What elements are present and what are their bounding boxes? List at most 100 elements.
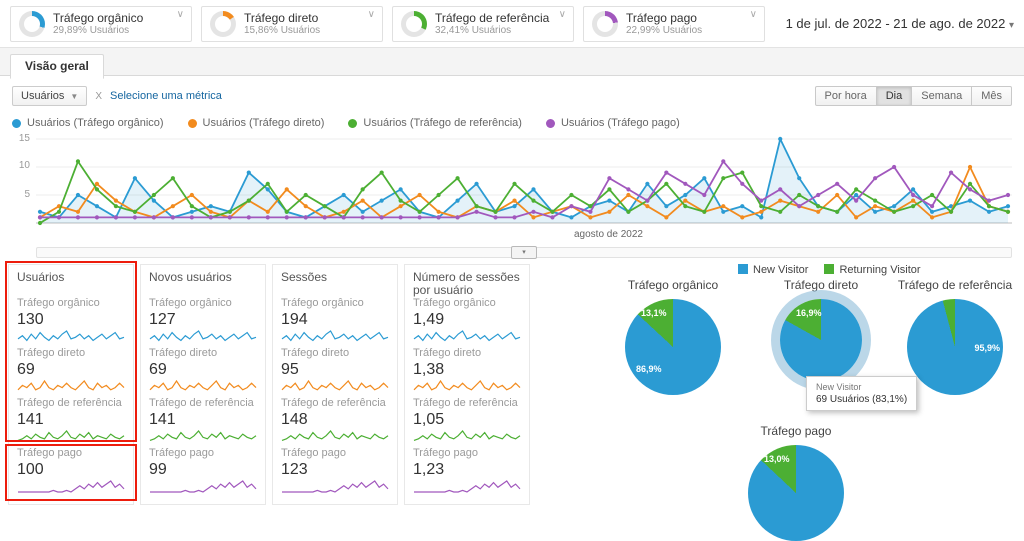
- summary-section: Usuários Tráfego orgânico 130 Tráfego di…: [0, 258, 1024, 541]
- pie-block-referral: Tráfego de referência 95,9%: [890, 278, 1020, 395]
- scrollbar-handle[interactable]: ▾: [511, 246, 537, 259]
- metric-row-value: 99: [149, 461, 167, 478]
- metric-row[interactable]: Tráfego orgânico 194: [281, 297, 389, 344]
- pie-tooltip: New Visitor 69 Usuários (83,1%): [806, 376, 918, 411]
- legend-item-paid[interactable]: Usuários (Tráfego pago): [545, 117, 680, 129]
- metric-row[interactable]: Tráfego direto 1,38: [413, 347, 521, 394]
- segment-card-paid[interactable]: Tráfego pago 22,99% Usuários ∨: [583, 5, 765, 42]
- granularity-week-button[interactable]: Semana: [912, 86, 973, 106]
- timeseries-chart[interactable]: 15 10 5 agosto de 2022: [12, 133, 1012, 243]
- overview-panel: Usuários ▼ X Selecione uma métrica Por h…: [0, 76, 1024, 259]
- metric-row[interactable]: Tráfego de referência 1,05: [413, 397, 521, 444]
- tab-bar: Visão geral: [0, 48, 1024, 79]
- legend-label: Usuários (Tráfego de referência): [363, 117, 522, 129]
- metric-row[interactable]: Tráfego direto 69: [17, 347, 125, 394]
- chart-scrollbar[interactable]: ▾: [36, 246, 1012, 259]
- metric-row[interactable]: Tráfego pago 100: [17, 447, 125, 494]
- metric-row[interactable]: Tráfego de referência 141: [149, 397, 257, 444]
- granularity-month-button[interactable]: Mês: [972, 86, 1012, 106]
- tooltip-title: New Visitor: [816, 382, 862, 392]
- chevron-down-icon[interactable]: ∨: [558, 8, 566, 20]
- date-range-picker[interactable]: 1 de jul. de 2022 - 21 de ago. de 2022 ▾: [786, 16, 1014, 31]
- vs-label: X: [95, 90, 102, 102]
- metric-row-value: 1,05: [413, 411, 445, 428]
- legend-item-new-visitor[interactable]: New Visitor: [738, 264, 808, 276]
- sparkline: [413, 430, 521, 441]
- pie-title: Tráfego orgânico: [627, 278, 719, 292]
- sparkline: [413, 379, 521, 391]
- sparkline: [413, 330, 521, 342]
- chevron-down-icon[interactable]: ∨: [367, 8, 375, 20]
- segment-title: Tráfego de referência: [435, 10, 550, 25]
- metric-column-header: Novos usuários: [149, 270, 232, 284]
- metric-column-usuarios: Usuários Tráfego orgânico 130 Tráfego di…: [8, 264, 134, 505]
- metric-row-value: 1,38: [413, 361, 445, 378]
- segment-subtitle: 29,89% Usuários: [53, 24, 130, 36]
- metric-row[interactable]: Tráfego orgânico 127: [149, 297, 257, 344]
- metric-row-label: Tráfego direto: [281, 347, 350, 359]
- metric-row-value: 1,49: [413, 311, 445, 328]
- segment-title: Tráfego pago: [626, 10, 697, 25]
- metric-row-label: Tráfego pago: [17, 447, 83, 459]
- timeseries-svg[interactable]: [36, 133, 1012, 229]
- segment-card-direct[interactable]: Tráfego direto 15,86% Usuários ∨: [201, 5, 383, 42]
- segment-card-referral[interactable]: Tráfego de referência 32,41% Usuários ∨: [392, 5, 574, 42]
- metric-row-value: 69: [17, 361, 35, 378]
- legend-item-direct[interactable]: Usuários (Tráfego direto): [187, 117, 324, 129]
- metric-row-value: 130: [17, 311, 44, 328]
- metric-select[interactable]: Usuários ▼: [12, 86, 88, 106]
- metric-row-value: 123: [281, 461, 308, 478]
- legend-dot-paid-icon: [545, 118, 555, 128]
- pie-slice-label: 86,9%: [636, 364, 662, 374]
- sparkline: [17, 330, 125, 342]
- segment-subtitle: 22,99% Usuários: [626, 24, 703, 36]
- sparkline: [281, 379, 389, 391]
- sparkline: [18, 480, 125, 493]
- pie-chart-referral[interactable]: 95,9%: [907, 299, 1003, 395]
- pie-chart-direct[interactable]: 16,9%: [780, 299, 862, 381]
- metric-row[interactable]: Tráfego orgânico 1,49: [413, 297, 521, 344]
- pie-slice-label: 13,0%: [764, 454, 790, 464]
- metric-row[interactable]: Tráfego direto 95: [281, 347, 389, 394]
- legend-label: Usuários (Tráfego orgânico): [27, 117, 164, 129]
- pie-title: Tráfego de referência: [897, 278, 1013, 292]
- chevron-down-icon[interactable]: ∨: [176, 8, 184, 20]
- metric-row-label: Tráfego pago: [149, 447, 215, 459]
- metric-row[interactable]: Tráfego de referência 148: [281, 397, 389, 444]
- visitor-pies: New Visitor Returning Visitor Tráfego or…: [538, 264, 1016, 541]
- chevron-down-icon[interactable]: ∨: [749, 8, 757, 20]
- granularity-day-button[interactable]: Dia: [876, 86, 913, 106]
- legend-dot-referral-icon: [348, 118, 358, 128]
- metric-row[interactable]: Tráfego pago 1,23: [413, 447, 521, 494]
- segment-title: Tráfego direto: [244, 10, 319, 25]
- metric-row[interactable]: Tráfego de referência 141: [17, 397, 125, 444]
- pie-title: Tráfego direto: [783, 278, 859, 292]
- tab-visao-geral[interactable]: Visão geral: [10, 54, 104, 79]
- metric-row[interactable]: Tráfego direto 69: [149, 347, 257, 394]
- y-axis-tick: 5: [24, 189, 30, 200]
- legend-dot-direct-icon: [187, 118, 197, 128]
- metric-select-value: Usuários: [21, 90, 65, 102]
- sparkline: [17, 430, 125, 441]
- metric-row-label: Tráfego direto: [413, 347, 482, 359]
- metric-row-value: 194: [281, 311, 308, 328]
- pie-chart-organic[interactable]: 13,1% 86,9%: [625, 299, 721, 395]
- add-metric-link[interactable]: Selecione uma métrica: [110, 90, 222, 102]
- metric-row[interactable]: Tráfego pago 123: [281, 447, 389, 494]
- segment-card-organic[interactable]: Tráfego orgânico 29,89% Usuários ∨: [10, 5, 192, 42]
- legend-item-returning-visitor[interactable]: Returning Visitor: [824, 264, 921, 276]
- granularity-hour-button[interactable]: Por hora: [814, 86, 877, 106]
- metric-row-value: 100: [17, 461, 44, 478]
- metric-row[interactable]: Tráfego pago 99: [149, 447, 257, 494]
- pie-slice-label: 95,9%: [974, 343, 1000, 353]
- chart-toolbar: Usuários ▼ X Selecione uma métrica Por h…: [12, 84, 1012, 108]
- legend-item-referral[interactable]: Usuários (Tráfego de referência): [348, 117, 522, 129]
- legend-item-organic[interactable]: Usuários (Tráfego orgânico): [12, 117, 164, 129]
- metric-row[interactable]: Tráfego orgânico 130: [17, 297, 125, 344]
- metric-row-label: Tráfego orgânico: [413, 297, 496, 309]
- metric-row-label: Tráfego pago: [281, 447, 347, 459]
- sparkline: [149, 379, 257, 391]
- legend-label: Usuários (Tráfego pago): [560, 117, 680, 129]
- metric-row-value: 69: [149, 361, 167, 378]
- pie-chart-paid[interactable]: 13,0%: [748, 445, 844, 541]
